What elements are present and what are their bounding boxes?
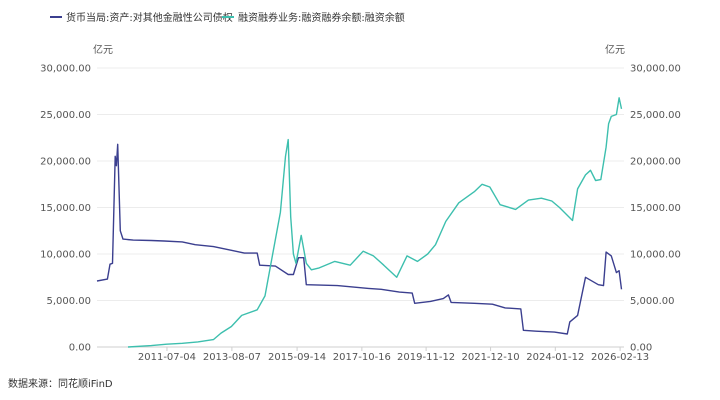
data-source: 数据来源：同花顺iFinD bbox=[8, 377, 113, 390]
y-right-tick-label: 20,000.00 bbox=[630, 157, 681, 168]
plot-area bbox=[96, 97, 623, 348]
grid-lines bbox=[97, 67, 624, 348]
y-right-tick-labels: 0.00 5,000.00 10,000.00 15,000.00 20,000.00 2… bbox=[630, 64, 681, 354]
y-left-tick-label: 10,000.00 bbox=[40, 250, 91, 261]
y-right-tick-label: 10,000.00 bbox=[630, 250, 681, 261]
x-tick-label: 2015-09-14 bbox=[268, 352, 326, 363]
y-left-tick-labels: 0.00 5,000.00 10,000.00 15,000.00 20,000.00 2… bbox=[40, 64, 91, 354]
y-right-tick-label: 30,000.00 bbox=[630, 64, 681, 75]
y-left-tick-label: 0.00 bbox=[69, 343, 91, 354]
y-left-tick-label: 30,000.00 bbox=[40, 64, 91, 75]
y-right-tick-label: 0.00 bbox=[630, 343, 652, 354]
x-tick-labels: 2011-07-04 2013-08-07 2015-09-14 2017-10-16… bbox=[138, 347, 649, 363]
y-right-tick-label: 5,000.00 bbox=[630, 296, 675, 307]
y-right-tick-label: 25,000.00 bbox=[630, 110, 681, 121]
legend-label-series-2: 融资融券业务:融资融券余额:融资余额 bbox=[238, 11, 405, 24]
y-left-tick-label: 25,000.00 bbox=[40, 110, 91, 121]
y-left-tick-label: 20,000.00 bbox=[40, 157, 91, 168]
y-right-tick-label: 15,000.00 bbox=[630, 203, 681, 214]
legend[interactable]: 货币当局:资产:对其他金融性公司债权 融资融券业务:融资融券余额:融资余额 bbox=[50, 11, 405, 24]
y-left-tick-label: 5,000.00 bbox=[46, 296, 91, 307]
x-tick-label: 2013-08-07 bbox=[203, 352, 261, 363]
x-tick-label: 2021-12-10 bbox=[461, 352, 519, 363]
x-tick-label: 2011-07-04 bbox=[138, 352, 196, 363]
x-tick-label: 2026-02-13 bbox=[591, 352, 649, 363]
x-tick-label: 2024-01-12 bbox=[526, 352, 584, 363]
y-left-tick-label: 15,000.00 bbox=[40, 203, 91, 214]
y-left-unit: 亿元 bbox=[93, 43, 113, 56]
legend-label-series-1: 货币当局:资产:对其他金融性公司债权 bbox=[66, 11, 233, 24]
series-line-2 bbox=[127, 97, 623, 348]
y-right-unit: 亿元 bbox=[605, 43, 625, 56]
x-tick-label: 2017-10-16 bbox=[333, 352, 391, 363]
series-line-1 bbox=[96, 143, 623, 335]
x-tick-label: 2019-11-12 bbox=[397, 352, 455, 363]
